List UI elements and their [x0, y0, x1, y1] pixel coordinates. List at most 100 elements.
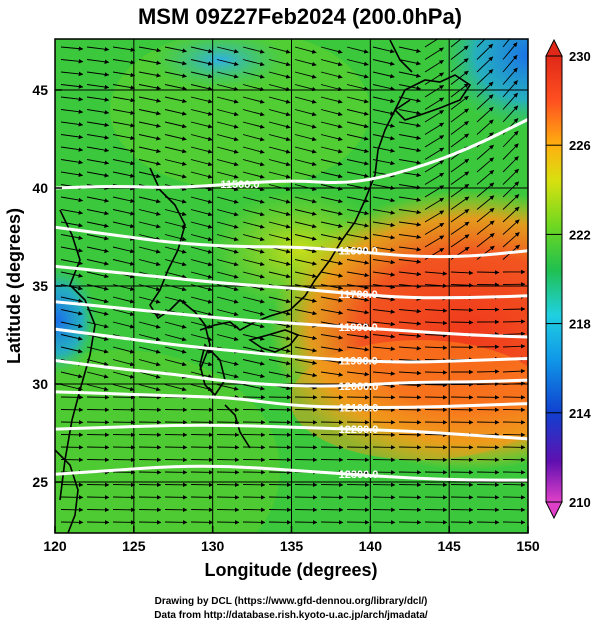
wind-vector [424, 222, 445, 235]
wind-vector [320, 284, 343, 291]
wind-vector [476, 157, 494, 173]
wind-vector [450, 283, 474, 288]
wind-vector [346, 46, 369, 54]
wind-vector [502, 143, 519, 160]
wind-vector [190, 259, 213, 267]
wind-vector [268, 96, 291, 104]
wind-vector [320, 109, 343, 117]
wind-vector [190, 196, 213, 204]
wind-vector [346, 134, 369, 141]
x-tick-label: 140 [359, 538, 383, 554]
wind-vector [346, 146, 369, 154]
wind-vector [450, 270, 474, 276]
wind-vector [164, 96, 187, 104]
wind-vector [424, 333, 448, 338]
wind-vector [294, 296, 317, 303]
contour-line [55, 118, 528, 190]
wind-vector [112, 371, 135, 379]
wind-vector [320, 296, 343, 303]
y-tick-label: 35 [32, 278, 48, 294]
wind-vector [320, 46, 343, 54]
wind-vector [268, 359, 291, 366]
wind-vector [268, 59, 291, 67]
wind-vector [60, 384, 83, 391]
wind-vector [216, 96, 239, 104]
contour-label: 11600.0 [339, 246, 378, 258]
wind-vector [476, 195, 495, 210]
contour-label: 11800.0 [339, 322, 378, 334]
wind-vector [398, 308, 422, 314]
wind-vector [450, 221, 470, 235]
wind-vector [164, 321, 187, 329]
wind-vector [86, 96, 110, 102]
wind-vector [294, 184, 317, 191]
wind-vector [398, 221, 422, 227]
wind-vector [242, 234, 265, 242]
wind-vector [242, 296, 265, 304]
wind-vector [190, 234, 213, 242]
wind-vector [138, 71, 161, 78]
wind-vector [398, 134, 421, 140]
colorbar-tick-label: 218 [569, 317, 591, 332]
wind-vector [476, 169, 495, 185]
wind-vector [164, 384, 187, 392]
wind-vector [398, 59, 421, 66]
wind-vector [398, 159, 422, 165]
wind-vector [398, 196, 422, 202]
wind-vector [372, 309, 396, 314]
wind-vector [502, 181, 520, 198]
wind-vector [476, 245, 495, 260]
wind-vector [60, 346, 83, 354]
wind-vector [112, 71, 136, 78]
wind-vector [268, 134, 291, 142]
x-axis-label: Longitude (degrees) [204, 560, 377, 580]
colorbar-tick-label: 210 [569, 495, 591, 510]
wind-vector [346, 96, 369, 104]
wind-vector [216, 371, 239, 379]
wind-vector [320, 371, 344, 377]
wind-vector [242, 59, 265, 67]
wind-vector [450, 133, 470, 148]
wind-vector [424, 135, 445, 148]
wind-vector [138, 121, 161, 128]
wind-vector [86, 84, 110, 90]
wind-vector [294, 309, 317, 316]
height-contours [55, 118, 528, 482]
wind-vector [372, 71, 395, 79]
wind-vector [86, 259, 109, 266]
wind-vector [268, 309, 291, 316]
wind-vector [268, 271, 291, 279]
wind-vector [424, 210, 445, 223]
wind-vector [164, 71, 187, 78]
wind-vector [112, 96, 136, 103]
wind-vector [112, 346, 135, 354]
wind-vector [216, 121, 239, 129]
wind-vector [398, 84, 421, 91]
wind-vector [242, 196, 265, 204]
wind-vector [372, 109, 395, 116]
wind-vector [346, 296, 370, 302]
wind-vector [372, 221, 396, 228]
wind-vector [138, 359, 161, 367]
wind-vector [450, 196, 470, 210]
wind-vector [242, 371, 265, 379]
wind-vector [424, 110, 445, 123]
wind-vector [320, 196, 343, 204]
wind-vector [242, 96, 265, 104]
wind-vector [294, 59, 317, 67]
wind-vector [138, 171, 161, 179]
wind-vector [86, 196, 109, 203]
wind-vector [190, 296, 213, 304]
wind-vector [60, 84, 84, 89]
wind-vector [450, 108, 469, 123]
wind-vector [138, 234, 161, 241]
wind-vector [216, 271, 239, 279]
wind-vector [138, 46, 162, 53]
wind-vector [138, 284, 161, 292]
wind-vector [242, 184, 265, 192]
x-tick-label: 135 [280, 538, 304, 554]
wind-vector [372, 271, 396, 277]
wind-vector [60, 109, 84, 114]
wind-vector [164, 46, 187, 53]
wind-vector [190, 84, 213, 91]
